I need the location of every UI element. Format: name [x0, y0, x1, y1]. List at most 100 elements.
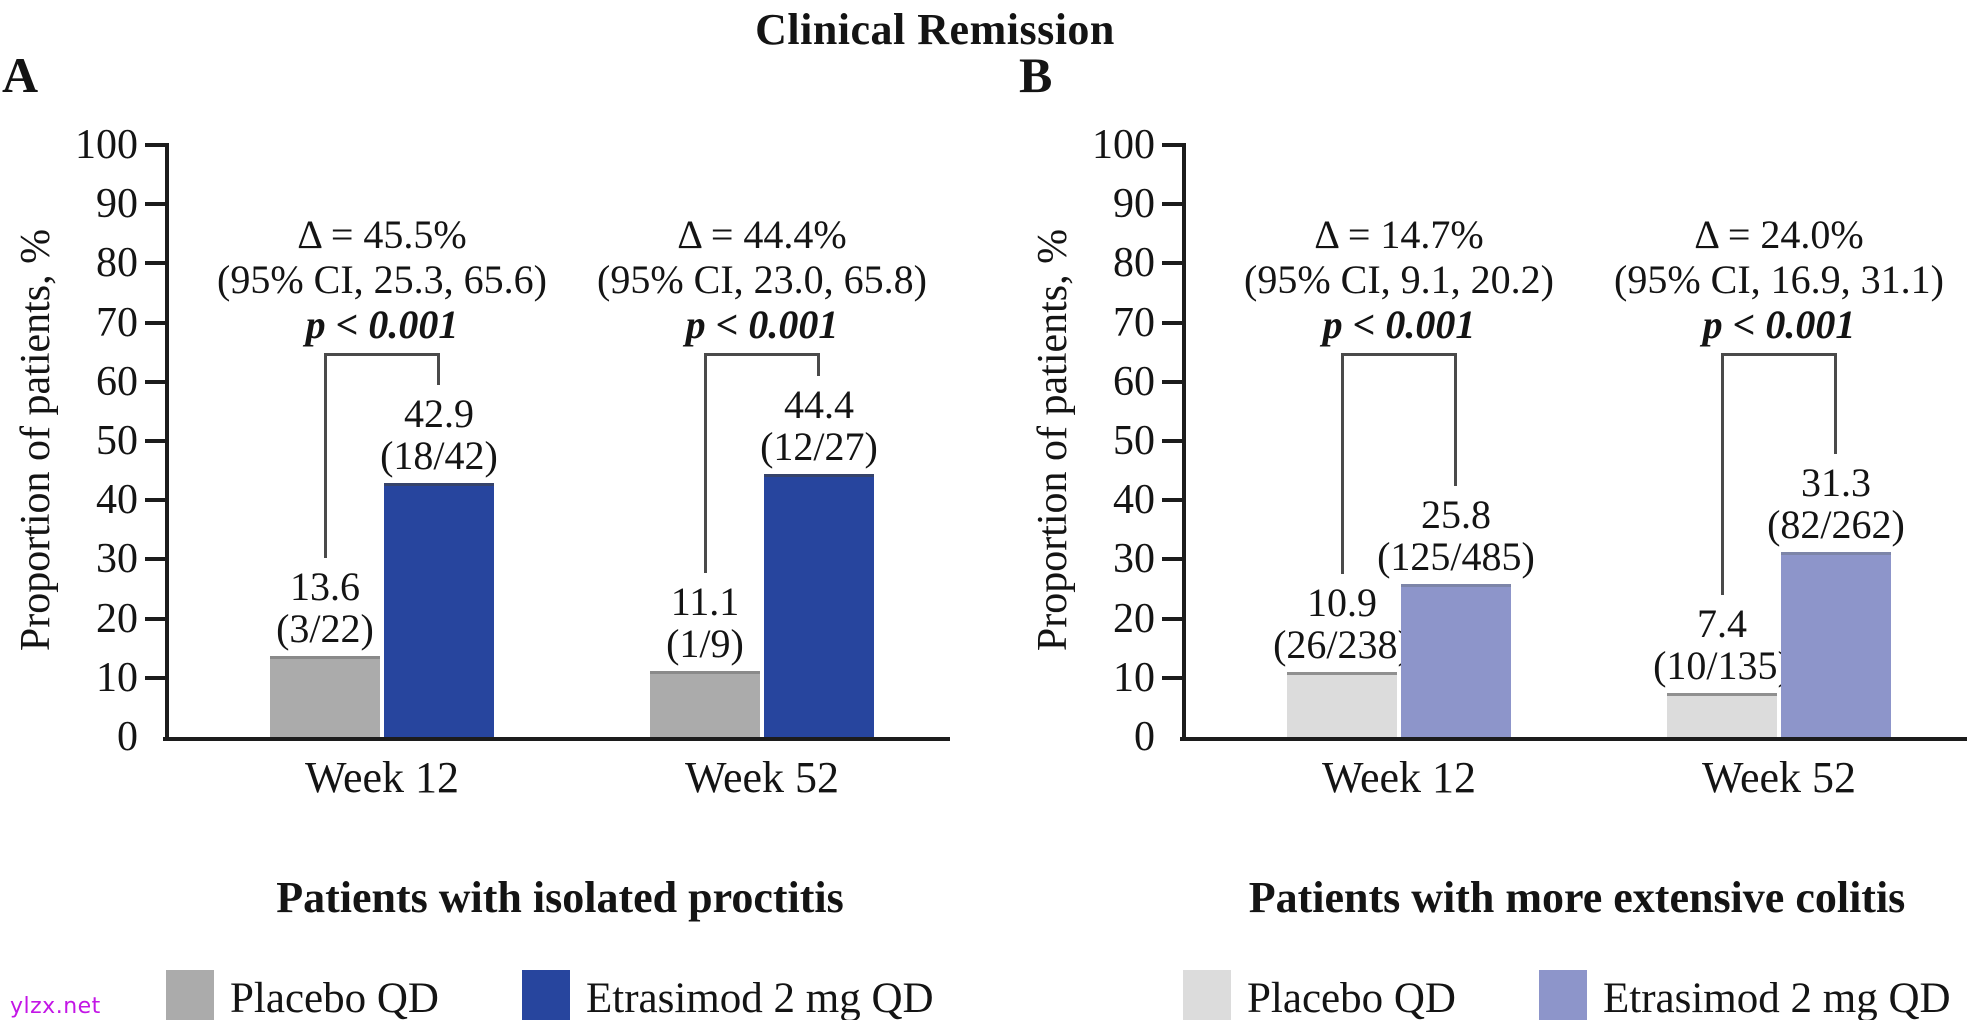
legend-label-placebo: Placebo QD	[230, 975, 439, 1020]
legend-b: Placebo QD Etrasimod 2 mg QD	[1017, 970, 1977, 1020]
y-tick-label: 40	[96, 477, 138, 524]
y-tick	[1162, 675, 1182, 680]
panel-b-subtitle: Patients with more extensive colitis	[1248, 873, 1906, 922]
bar-placebo-week52	[650, 671, 760, 739]
bar-count: (3/22)	[276, 606, 374, 652]
y-tick	[145, 261, 165, 266]
bar-etrasimod-week52	[764, 474, 874, 739]
bar-count: (10/135)	[1653, 643, 1791, 689]
plot-area-a: 13.6 (3/22) 42.9 (18/42) Δ = 45.5% (95% CI, 2…	[75, 122, 1002, 802]
legend-swatch-placebo	[166, 970, 214, 1020]
y-tick	[1162, 616, 1182, 621]
bar-etrasimod-week52	[1781, 551, 1891, 739]
y-tick-label: 50	[1113, 418, 1155, 464]
y-tick	[1162, 498, 1182, 503]
annotation-pvalue: p < 0.001	[1322, 302, 1476, 347]
legend-swatch-etrasimod	[522, 970, 570, 1020]
y-tick-label: 80	[1113, 240, 1155, 287]
plot-area-b: 10.9 (26/238) 25.8 (125/485) Δ = 14.7% (95% C…	[1017, 0, 1977, 1020]
panel-b: B Proportion of patients, % 10.9 (26/238)…	[1017, 0, 1977, 1020]
y-tick	[145, 439, 165, 443]
bar-count: (125/485)	[1377, 534, 1535, 580]
bar-value: 13.6	[290, 564, 360, 610]
watermark: ylzx.net	[10, 994, 101, 1019]
y-tick	[1162, 439, 1182, 443]
legend-a: Placebo QD Etrasimod 2 mg QD	[0, 970, 1010, 1020]
annotation-ci: (95% CI, 23.0, 65.8)	[597, 257, 927, 302]
y-tick-label: 60	[1113, 358, 1155, 405]
bar-value-label: 13.6 (3/22)	[195, 566, 455, 650]
annotation-pvalue: p < 0.001	[685, 302, 839, 347]
annotation-delta: Δ = 24.0%	[1694, 212, 1864, 257]
y-tick	[1162, 143, 1182, 147]
y-tick	[1162, 202, 1182, 207]
y-tick	[1162, 261, 1182, 266]
y-tick-label: 30	[1113, 536, 1155, 583]
y-tick-label: 70	[96, 299, 138, 346]
bracket-horizontal	[1341, 353, 1457, 356]
bracket-left-leg	[1341, 353, 1344, 575]
bar-value: 10.9	[1307, 580, 1377, 626]
legend-swatch-placebo	[1183, 970, 1231, 1020]
comparison-annotation: Δ = 44.4% (95% CI, 23.0, 65.8) p < 0.001	[522, 212, 1002, 347]
bar-value: 11.1	[670, 579, 740, 625]
legend-label-etrasimod: Etrasimod 2 mg QD	[586, 975, 934, 1020]
bar-count: (1/9)	[666, 621, 744, 667]
annotation-delta: Δ = 44.4%	[677, 212, 847, 257]
bracket-left-leg	[1721, 353, 1724, 596]
legend-swatch-etrasimod	[1539, 970, 1587, 1020]
annotation-ci: (95% CI, 16.9, 31.1)	[1614, 257, 1944, 302]
bar-value: 7.4	[1697, 601, 1747, 647]
bar-value: 31.3	[1801, 459, 1871, 505]
y-tick-label: 50	[96, 418, 138, 464]
y-tick	[1162, 320, 1182, 325]
panel-b-letter: B	[1019, 47, 1053, 103]
bar-count: (26/238)	[1273, 622, 1411, 668]
y-tick	[145, 202, 165, 207]
panel-a-letter: A	[2, 47, 39, 103]
x-axis-line	[1180, 737, 1967, 741]
y-tick-label: 10	[1113, 654, 1155, 701]
y-tick	[145, 557, 165, 562]
bar-value: 42.9	[404, 391, 474, 437]
bar-count: (18/42)	[380, 433, 498, 479]
bar-value-label: 25.8 (125/485)	[1326, 494, 1586, 578]
comparison-annotation: Δ = 14.7% (95% CI, 9.1, 20.2) p < 0.001	[1159, 212, 1639, 347]
y-tick-label: 60	[96, 358, 138, 405]
comparison-annotation: Δ = 24.0% (95% CI, 16.9, 31.1) p < 0.001	[1539, 212, 1977, 347]
x-tick-label: Week 12	[1321, 753, 1477, 802]
bar-value-label: 10.9 (26/238)	[1212, 582, 1472, 666]
bar-count: (82/262)	[1767, 501, 1905, 547]
y-tick-label: 0	[117, 714, 138, 760]
bracket-left-leg	[324, 353, 327, 559]
x-tick-label: Week 12	[304, 753, 460, 802]
bar-placebo-week12	[270, 656, 380, 739]
y-tick-label: 100	[75, 122, 138, 168]
y-tick	[145, 379, 165, 384]
bar-placebo-week52	[1667, 693, 1777, 739]
y-tick-label: 0	[1134, 714, 1155, 760]
bracket-horizontal	[1721, 353, 1837, 356]
bar-value-label: 11.1 (1/9)	[575, 581, 835, 665]
y-tick-label: 90	[1113, 181, 1155, 228]
annotation-delta: Δ = 45.5%	[297, 212, 467, 257]
bracket-right-leg	[817, 353, 820, 377]
y-tick-label: 100	[1092, 122, 1155, 168]
y-tick-label: 10	[96, 654, 138, 701]
bar-value: 44.4	[784, 382, 854, 428]
y-tick-label: 70	[1113, 299, 1155, 346]
y-tick-label: 40	[1113, 477, 1155, 524]
panel-a-subtitle: Patients with isolated proctitis	[276, 873, 844, 922]
y-tick	[145, 320, 165, 325]
bracket-right-leg	[1834, 353, 1837, 454]
y-tick	[145, 675, 165, 680]
y-tick-label: 20	[1113, 595, 1155, 642]
y-axis-line	[165, 143, 169, 741]
y-tick	[145, 498, 165, 503]
bar-placebo-week12	[1287, 672, 1397, 739]
bracket-right-leg	[1454, 353, 1457, 487]
legend-label-etrasimod: Etrasimod 2 mg QD	[1603, 975, 1951, 1020]
y-tick	[145, 616, 165, 621]
bar-count: (12/27)	[760, 424, 878, 470]
